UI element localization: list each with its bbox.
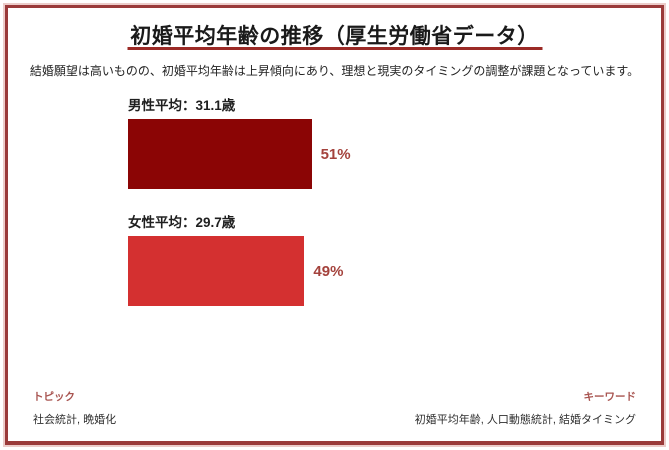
bar-row-female: 49% <box>128 236 343 306</box>
bar-label-male: 男性平均：31.1歳 <box>128 98 236 113</box>
keyword-label: キーワード <box>583 391 637 403</box>
bar-group-female: 女性平均：29.7歳 49% <box>128 215 343 306</box>
bar-group-male: 男性平均：31.1歳 51% <box>128 98 351 189</box>
topic-value: 社会統計, 晩婚化 <box>33 414 117 426</box>
footer-topic: トピック 社会統計, 晩婚化 <box>33 389 116 427</box>
footer-keywords: キーワード 初婚平均年齢, 人口動態統計, 結婚タイミング <box>415 389 636 427</box>
page-subtitle: 結婚願望は高いものの、初婚平均年齢は上昇傾向にあり、理想と現実のタイミングの調整… <box>29 64 640 78</box>
topic-label: トピック <box>33 391 75 403</box>
bar-row-male: 51% <box>128 119 351 189</box>
bar-label-female: 女性平均：29.7歳 <box>128 215 236 230</box>
bar-value-female: 49% <box>313 262 344 280</box>
bar-female <box>128 236 305 306</box>
bar-value-male: 51% <box>320 145 351 163</box>
page-title: 初婚平均年齢の推移（厚生労働省データ） <box>130 25 539 48</box>
keyword-value: 初婚平均年齢, 人口動態統計, 結婚タイミング <box>414 414 636 426</box>
title-underline <box>127 47 542 50</box>
bar-male <box>128 119 312 189</box>
